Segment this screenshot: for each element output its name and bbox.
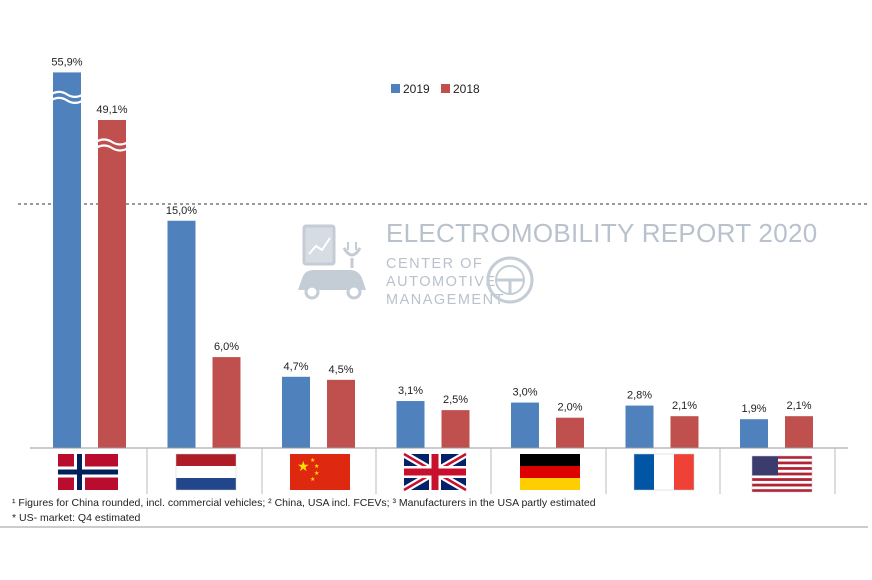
report-logo-icon — [298, 224, 366, 300]
bar-norway-2018 — [98, 120, 126, 448]
data-label-france-2019: 2,8% — [627, 390, 652, 402]
usa-flag-icon — [751, 455, 813, 493]
france-flag-icon — [633, 453, 695, 491]
germany-flag-icon — [520, 454, 580, 490]
legend-label-2018: 2018 — [453, 82, 480, 96]
watermark: ELECTROMOBILITY REPORT 2020 CENTER OF AU… — [298, 218, 817, 308]
bar-united-kingdom-2018 — [441, 410, 470, 448]
axis-break-mark — [50, 90, 84, 104]
usa-flag-stripe — [752, 467, 812, 470]
data-label-usa-2019: 1,9% — [741, 403, 766, 415]
data-label-netherlands-2018: 6,0% — [214, 341, 239, 353]
data-label-norway-2018: 49,1% — [96, 104, 127, 116]
data-label-china-2019: 4,7% — [283, 361, 308, 373]
data-label-netherlands-2019: 15,0% — [166, 205, 197, 217]
china-flag-icon: ★ ★ ★ ★ ★ — [290, 454, 350, 490]
legend-swatch-2018 — [441, 84, 450, 93]
bar-china-2018 — [327, 379, 355, 448]
bar-united-kingdom-2019 — [396, 401, 425, 448]
svg-text:★: ★ — [314, 463, 319, 470]
usa-flag-stripe — [752, 478, 812, 481]
watermark-line-2: AUTOMOTIVE — [386, 274, 497, 290]
data-label-norway-2019: 55,9% — [51, 56, 82, 68]
svg-text:★: ★ — [297, 459, 310, 475]
bar-china-2019 — [282, 376, 310, 448]
bar-france-2018 — [670, 416, 699, 448]
bar-usa-2018 — [785, 416, 813, 448]
bar-usa-2019 — [740, 419, 768, 448]
legend: 2019 2018 — [391, 82, 480, 96]
usa-flag-stripe — [752, 483, 812, 487]
bar-netherlands-2019 — [167, 220, 196, 448]
axis-break-mark — [95, 138, 129, 152]
bar-germany-2019 — [511, 402, 539, 448]
legend-label-2019: 2019 — [403, 82, 430, 96]
usa-flag-stripe — [752, 489, 812, 492]
bar-norway-2019 — [53, 72, 81, 449]
watermark-line-1: CENTER OF — [386, 256, 483, 272]
data-label-china-2018: 4,5% — [328, 364, 353, 376]
bars-layer: 55,9% 49,1% 15,0% 6,0% 4,7% 4,5% 3,1% 2,5% 3,0% 2… — [50, 56, 813, 449]
svg-text:★: ★ — [310, 476, 315, 483]
svg-text:★: ★ — [314, 470, 319, 477]
bar-germany-2018 — [556, 417, 584, 448]
bar-france-2019 — [625, 405, 654, 448]
footnotes: ¹ Figures for China rounded, incl. comme… — [12, 496, 596, 526]
steering-wheel-icon — [486, 256, 534, 304]
usa-flag-stripe — [752, 472, 812, 476]
data-label-united-kingdom-2018: 2,5% — [443, 394, 468, 406]
data-label-germany-2018: 2,0% — [557, 402, 582, 414]
data-label-united-kingdom-2019: 3,1% — [398, 385, 423, 397]
bar-netherlands-2018 — [212, 357, 241, 448]
watermark-title: ELECTROMOBILITY REPORT 2020 — [386, 218, 817, 248]
data-label-germany-2019: 3,0% — [512, 387, 537, 399]
category-separators — [146, 448, 836, 494]
footnote-line-1: ¹ Figures for China rounded, incl. comme… — [12, 497, 596, 509]
netherlands-flag-icon — [175, 453, 237, 491]
watermark-line-3: MANAGEMENT — [386, 292, 505, 308]
data-label-france-2018: 2,1% — [672, 400, 697, 412]
svg-text:★: ★ — [310, 457, 315, 464]
usa-flag-stripe — [752, 456, 812, 459]
data-label-usa-2018: 2,1% — [786, 400, 811, 412]
norway-flag-icon — [58, 454, 118, 490]
uk-flag-icon — [402, 450, 468, 494]
legend-swatch-2019 — [391, 84, 400, 93]
footnote-line-2: * US- market: Q4 estimated — [12, 512, 141, 524]
usa-flag-stripe — [752, 461, 812, 465]
